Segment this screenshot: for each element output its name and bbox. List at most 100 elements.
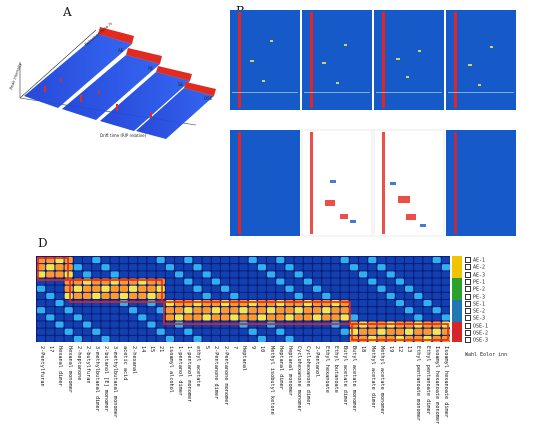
heatmap-cell [73, 307, 82, 314]
heatmap-cell [165, 314, 174, 321]
heatmap-cell [138, 285, 147, 292]
heatmap-cell [331, 292, 340, 299]
legend-swatch [465, 286, 471, 293]
heatmap-cell [267, 285, 276, 292]
heatmap-cell [405, 300, 414, 307]
heatmap-cell [165, 264, 174, 271]
heatmap-cell [138, 335, 147, 342]
heatmap-cell [257, 271, 266, 278]
heatmap-cell [285, 285, 294, 292]
heatmap-cell [331, 321, 340, 328]
heatmap-cell [184, 257, 193, 264]
heatmap-cell [175, 328, 184, 335]
heatmap-cell [257, 328, 266, 335]
heatmap-cell [267, 271, 276, 278]
plot-c-4 [446, 130, 516, 236]
heatmap-cell [101, 271, 110, 278]
heatmap-cell [110, 264, 119, 271]
heatmap-cell [313, 257, 322, 264]
heatmap-cell [386, 335, 395, 342]
compound-label: 14 [140, 346, 146, 353]
heatmap-cell [147, 292, 156, 299]
heatmap-cell [349, 292, 358, 299]
heatmap-cell [83, 300, 92, 307]
heatmap-cell [55, 292, 64, 299]
heatmap-cell [110, 321, 119, 328]
heatmap-cell [313, 300, 322, 307]
legend-item: PE-1 [465, 278, 485, 285]
heatmap-cell [230, 307, 239, 314]
heatmap-cell [239, 328, 248, 335]
spectrum-strip-ose [136, 82, 216, 139]
panel-label-b: B [236, 4, 245, 18]
heatmap-cell [156, 307, 165, 314]
heatmap-cell [423, 328, 432, 335]
legend-swatch [465, 337, 471, 344]
heatmap-cell [110, 285, 119, 292]
legend-swatch [465, 322, 471, 329]
legend-item: PE-2 [465, 286, 485, 293]
heatmap-cell [184, 292, 193, 299]
legend-label: AE-1 [473, 257, 486, 264]
heatmap-cell [340, 271, 349, 278]
heatmap-cell [331, 300, 340, 307]
heatmap-cell [395, 278, 404, 285]
heatmap-cell [313, 264, 322, 271]
heatmap-cell [368, 328, 377, 335]
heatmap-cell [55, 264, 64, 271]
heatmap-cell [340, 285, 349, 292]
heatmap-cell [386, 257, 395, 264]
heatmap-cell [156, 264, 165, 271]
compound-label: Methyl isobutyl ketone [268, 346, 275, 415]
heatmap-cell [322, 278, 331, 285]
heatmap-cell [313, 321, 322, 328]
heatmap-cell [101, 285, 110, 292]
heatmap-cell [303, 321, 312, 328]
heatmap-cell [147, 335, 156, 342]
heatmap-cell [303, 335, 312, 342]
heatmap-cell [386, 307, 395, 314]
heatmap-cell [221, 271, 230, 278]
compound-label: 21 [158, 346, 165, 353]
heatmap-cell [395, 335, 404, 342]
heatmap-cell [110, 278, 119, 285]
heatmap-cell [248, 285, 257, 292]
heatmap-cell [432, 292, 441, 299]
heatmap-cell [377, 300, 386, 307]
heatmap-cell [267, 314, 276, 321]
heatmap-cell [175, 314, 184, 321]
legend-swatch [465, 271, 471, 278]
heatmap-cell [414, 264, 423, 271]
heatmap-cell [119, 264, 128, 271]
heatmap-cell [101, 300, 110, 307]
legend-item: PE-3 [465, 293, 485, 300]
spectrum-strip-ae [24, 27, 134, 108]
heatmap-cell [285, 328, 294, 335]
compound-label: 12 [397, 346, 404, 353]
heatmap-cell [37, 335, 46, 342]
heatmap-cell [423, 264, 432, 271]
heatmap-cell [147, 321, 156, 328]
heatmap-cell [294, 257, 303, 264]
heatmap-cell [92, 314, 101, 321]
heatmap-cell [248, 278, 257, 285]
compound-label: 2-hexanal [130, 346, 137, 375]
heatmap-cell [202, 307, 211, 314]
heatmap-cell [184, 307, 193, 314]
heatmap-cell [405, 335, 414, 342]
heatmap-cell [101, 335, 110, 342]
heatmap-cell [359, 328, 368, 335]
heatmap-cell [414, 292, 423, 299]
heatmap-cell [211, 335, 220, 342]
heatmap-cell [147, 257, 156, 264]
heatmap-cell [276, 271, 285, 278]
heatmap-cell [129, 285, 138, 292]
heatmap-cell [147, 285, 156, 292]
heatmap-cell [129, 271, 138, 278]
compound-label: 1-pentanol monomer [185, 346, 192, 403]
heatmap-cell [92, 335, 101, 342]
compound-label: Isoamyl hexanoate monomer [433, 346, 440, 425]
compound-label: Ethyl pentanoate monomer [415, 346, 422, 421]
heatmap-cell [83, 307, 92, 314]
heatmap-cell [414, 300, 423, 307]
